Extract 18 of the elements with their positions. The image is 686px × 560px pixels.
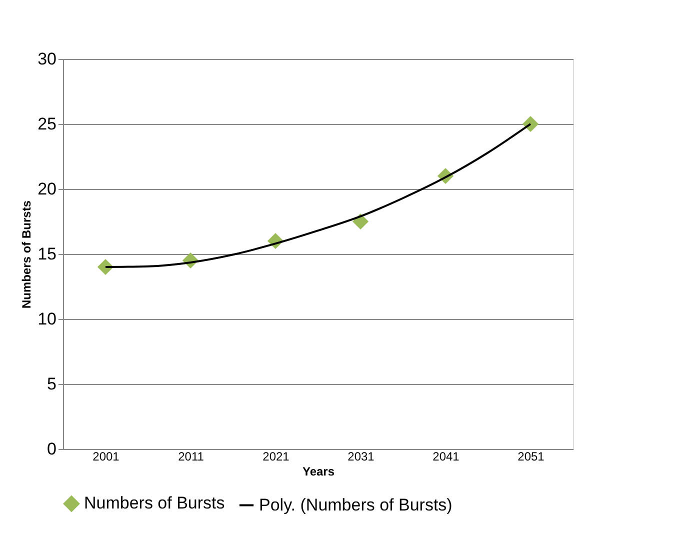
y-tick-label: 20: [38, 180, 56, 198]
y-tick-label: 5: [47, 374, 56, 394]
x-tick-label: 2041: [432, 450, 460, 464]
x-tick-label: 2011: [178, 450, 204, 464]
x-axis-title: Years: [302, 464, 335, 478]
y-tick-label: 15: [38, 244, 56, 264]
y-tick-label: 30: [38, 50, 56, 68]
x-tick-label: 2001: [92, 450, 120, 464]
point: [522, 116, 539, 132]
legend-label: Numbers of Bursts: [84, 494, 225, 513]
y-tick-label: 10: [38, 310, 56, 328]
x-tick-label: 2051: [518, 450, 545, 464]
y-axis-title: Numbers of Bursts: [20, 200, 34, 309]
y-tick-label: 25: [38, 114, 56, 134]
x-tick-label: 2021: [262, 450, 290, 464]
legend-label: Poly. (Numbers of Bursts): [259, 495, 452, 514]
y-tick-label: 0: [47, 440, 56, 458]
x-tick-label: 2031: [348, 450, 375, 464]
